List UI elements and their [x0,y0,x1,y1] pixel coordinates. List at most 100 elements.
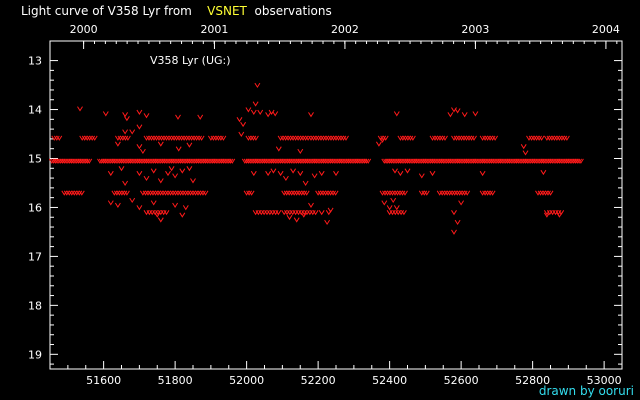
data-point [333,135,339,141]
data-point [143,135,150,141]
data-point [172,173,179,179]
data-point [327,207,334,213]
data-point [461,112,468,118]
data-point [387,190,393,196]
data-point [313,135,319,141]
data-point [282,175,289,182]
data-point [379,137,386,143]
data-point [175,190,181,196]
data-point [173,135,180,141]
data-point [157,141,164,147]
data-point [178,135,185,141]
data-point [302,135,309,141]
data-point [61,190,68,196]
title-highlight-vsnet: VSNET [207,4,247,18]
data-point [466,135,472,141]
data-point [563,135,570,141]
data-point [533,135,540,141]
data-point [292,135,299,141]
data-point [150,200,157,206]
top-tick-label: 2003 [461,23,489,36]
data-point [551,135,558,141]
data-point [308,112,314,118]
data-point [252,101,259,107]
data-point [102,111,109,117]
data-point [526,135,532,141]
data-point [68,190,75,196]
data-point [139,148,146,155]
data-point [561,135,568,141]
data-point [429,170,436,177]
data-point [423,190,430,196]
data-point [461,135,467,141]
data-point [182,190,189,196]
data-point [454,219,461,226]
data-point [71,190,78,196]
data-point [188,135,195,141]
data-point [303,190,310,196]
data-point [121,190,128,196]
data-point [456,190,463,196]
data-point [78,190,85,196]
data-point [283,190,290,196]
data-point [320,190,327,196]
data-point [381,200,388,206]
data-point [540,190,546,196]
data-point [248,190,255,196]
data-point [392,168,398,174]
data-point [317,190,324,196]
data-point [91,135,98,141]
data-point [407,135,414,141]
data-point [281,190,288,196]
data-point [543,212,550,218]
data-point [375,141,382,147]
data-point [393,205,400,211]
data-point [327,190,334,196]
data-point [458,135,465,141]
data-point [81,135,88,141]
data-point [114,202,121,208]
data-point [286,214,293,221]
data-point [451,190,458,196]
data-point [186,142,193,148]
data-point [157,190,164,196]
data-point [53,135,60,141]
data-point [182,205,189,211]
data-point [397,135,404,141]
x-tick-label: 52600 [444,374,479,387]
data-point [220,135,227,141]
data-point [172,202,179,208]
x-tick-label: 52200 [301,374,336,387]
data-point [175,114,181,120]
data-point [489,135,496,141]
data-point [123,116,130,122]
data-point [111,190,118,196]
x-tick-label: 52000 [229,374,264,387]
data-point [136,170,143,177]
data-point [535,190,541,196]
data-point [543,135,550,141]
data-point [136,124,143,130]
data-point [162,190,169,196]
data-point [250,109,257,115]
data-point [186,135,193,141]
data-point [84,135,91,141]
data-point [195,190,201,196]
data-point [418,173,425,179]
data-point [107,200,114,206]
data-point [343,135,349,141]
data-point [421,190,428,196]
data-point [382,135,389,141]
data-point [308,135,314,141]
data-point [196,135,203,141]
data-point [320,135,327,141]
data-point [318,170,325,177]
data-point [51,135,58,141]
data-point [170,190,176,196]
data-point [155,190,161,196]
data-point [311,173,318,179]
data-point [318,135,324,141]
data-point [122,180,129,186]
data-point [393,111,400,117]
data-point [79,135,86,141]
